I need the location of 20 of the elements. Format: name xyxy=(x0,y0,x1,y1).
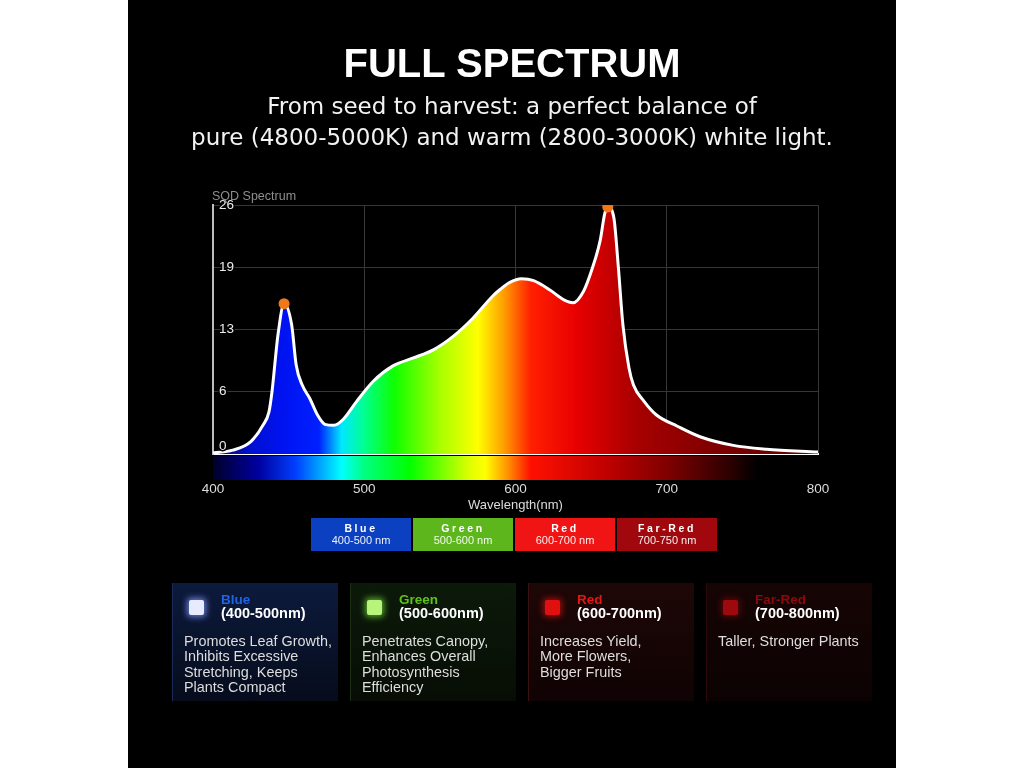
x-axis-title: Wavelength(nm) xyxy=(468,496,563,512)
info-card: Blue (400-500nm) Promotes Leaf Growth, Inhibits Excessive Stretching, Keeps Plants Compact xyxy=(172,583,338,701)
band-swatch: Blue 400-500 nm xyxy=(311,518,411,551)
band-swatch: Far-Red 700-750 nm xyxy=(617,518,717,551)
chart-subtitle: From seed to harvest: a perfect balance of pure (4800-5000K) and warm (2800-3000K) white light. xyxy=(190,92,834,152)
band-swatch: Red 600-700 nm xyxy=(515,518,615,551)
x-tick-label: 600 xyxy=(504,480,527,496)
x-tick-label: 500 xyxy=(352,480,376,496)
y-tick-label: 0 xyxy=(219,437,227,453)
y-tick-label: 13 xyxy=(219,321,235,337)
x-tick-label: 400 xyxy=(201,480,225,496)
x-tick-label: 800 xyxy=(806,480,830,496)
chart-title: FULL SPECTRUM xyxy=(342,40,682,87)
y-tick-label: 6 xyxy=(219,383,227,399)
info-card: Green (500-600nm) Penetrates Canopy, Enhances Overall Photosynthesis Efficiency xyxy=(350,583,516,701)
y-tick-label: 19 xyxy=(219,258,235,274)
info-card: Red (600-700nm) Increases Yield, More Flowers, Bigger Fruits xyxy=(528,583,694,701)
x-tick-label: 700 xyxy=(655,480,679,496)
band-swatch: Green 500-600 nm xyxy=(413,518,513,551)
info-card: Far-Red (700-800nm) Taller, Stronger Plants xyxy=(706,583,872,701)
